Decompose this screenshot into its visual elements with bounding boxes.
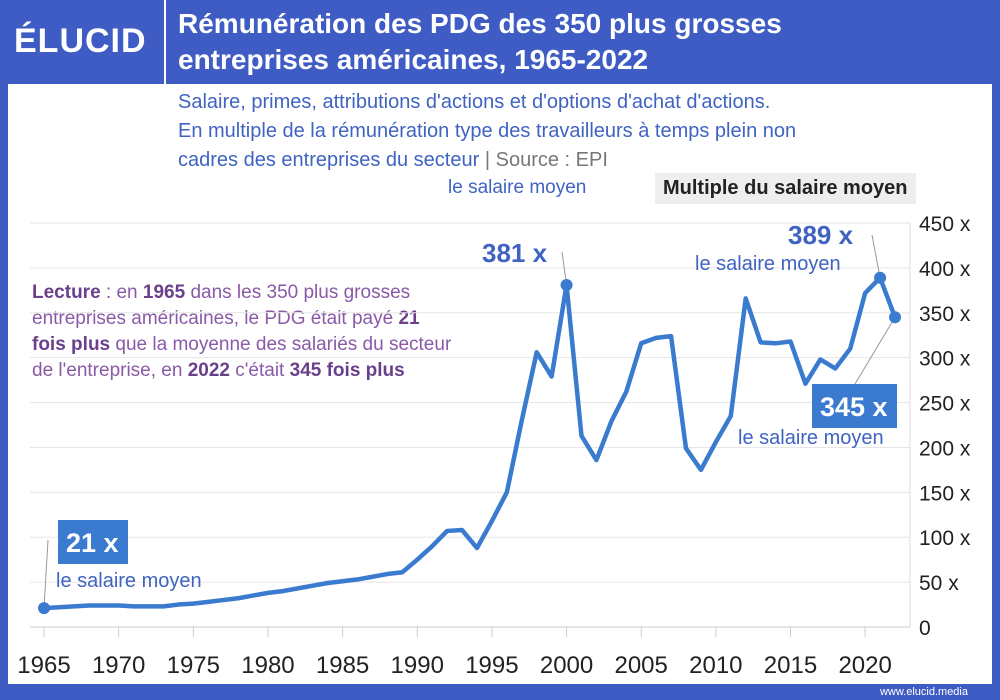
annotation-value: 21 x xyxy=(66,528,119,558)
header-divider xyxy=(164,0,166,84)
y-tick-label: 100 x xyxy=(919,527,971,550)
y-tick-label: 300 x xyxy=(919,348,971,371)
subtitle-line-2: En multiple de la rémunération type des … xyxy=(178,120,797,142)
y-tick-label: 250 x xyxy=(919,393,971,416)
note-part: 1965 xyxy=(142,282,186,303)
x-tick-label: 1975 xyxy=(167,652,220,679)
annotation-box xyxy=(812,384,897,428)
note-part: Lecture xyxy=(32,282,101,303)
y-tick-label: 200 x xyxy=(919,437,971,460)
footer-url: www.elucid.media xyxy=(879,686,968,698)
data-point xyxy=(560,278,573,291)
elucid-logo: ÉLUCID xyxy=(14,22,147,60)
title-line-2: entreprises américaines, 1965-2022 xyxy=(178,44,649,75)
y-tick-label: 350 x xyxy=(919,303,971,326)
reading-note: Lecture : en 1965 dans les 350 plus gros… xyxy=(32,280,452,384)
note-part: : en xyxy=(100,282,143,303)
x-tick-label: 1995 xyxy=(465,652,518,679)
y-tick-label: 150 x xyxy=(919,482,971,505)
annotation-leader xyxy=(43,539,49,609)
annotation-box xyxy=(58,520,128,564)
annotation-value: 381 x xyxy=(482,238,548,268)
x-tick-label: 2000 xyxy=(540,652,593,679)
y-tick-label: 450 x xyxy=(919,213,971,236)
annotation-text: le salaire moyen xyxy=(738,427,884,449)
annotation-leader xyxy=(871,234,881,278)
data-line xyxy=(43,275,898,611)
chart-subtitle: Salaire, primes, attributions d'actions … xyxy=(178,88,796,175)
title-line-1: Rémunération des PDG des 350 plus grosse… xyxy=(178,8,782,39)
x-tick-label: 1965 xyxy=(17,652,70,679)
x-tick-label: 2010 xyxy=(689,652,742,679)
x-tick-label: 2005 xyxy=(614,652,667,679)
annotation-text: le salaire moyen xyxy=(695,253,841,275)
data-point xyxy=(38,602,50,615)
data-point xyxy=(874,271,887,284)
chart-title: Rémunération des PDG des 350 plus grosse… xyxy=(178,6,782,78)
x-tick-label: 1990 xyxy=(391,652,444,679)
note-part: 2022 xyxy=(187,360,231,381)
annotation-value: 389 x xyxy=(788,220,854,250)
annotation-value: 345 x xyxy=(820,392,888,422)
annotation-leader xyxy=(854,317,896,385)
y-tick-label: 400 x xyxy=(919,258,971,281)
x-tick-label: 1985 xyxy=(316,652,369,679)
x-tick-label: 2020 xyxy=(838,652,891,679)
x-tick-label: 1970 xyxy=(92,652,145,679)
x-tick-label: 1980 xyxy=(241,652,294,679)
annotation-text: le salaire moyen xyxy=(56,570,202,592)
note-part: que la moyenne des salariés du secteur d… xyxy=(32,334,452,381)
note-part: c'était xyxy=(230,360,290,381)
y-tick-label: 0 xyxy=(919,617,931,640)
subtitle-line-3: cadres des entreprises du secteur xyxy=(178,149,480,171)
y-axis-label: Multiple du salaire moyen xyxy=(655,173,916,204)
y-tick-label: 50 x xyxy=(919,572,959,595)
x-tick-label: 2015 xyxy=(764,652,817,679)
subtitle-line-1: Salaire, primes, attributions d'actions … xyxy=(178,91,771,113)
note-part: 345 fois plus xyxy=(289,360,405,381)
data-point xyxy=(889,311,901,324)
stray-label: le salaire moyen xyxy=(448,177,587,198)
source: Source : EPI xyxy=(495,149,608,171)
separator: | xyxy=(484,149,491,171)
